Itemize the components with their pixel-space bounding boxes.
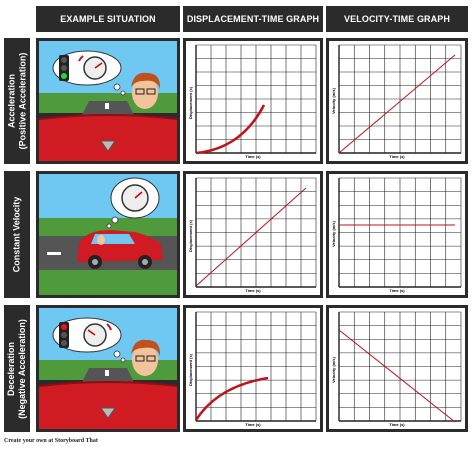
scene-constant-velocity	[39, 174, 177, 295]
y-axis-label: Velocity (m/s)	[331, 87, 336, 113]
row-label-constant-title: Constant Velocity	[11, 196, 22, 273]
row-label-deceleration: Deceleration (Negative Acceleration)	[4, 305, 30, 432]
row-label-acceleration: Acceleration (Positive Acceleration)	[4, 38, 30, 164]
x-axis-label: Time (s)	[245, 288, 261, 293]
grid	[195, 311, 317, 422]
y-axis-label: Velocity (m/s)	[331, 356, 336, 382]
header-velocity-time: VELOCITY-TIME GRAPH	[326, 6, 468, 32]
grid	[338, 44, 462, 154]
displacement-curve	[194, 376, 269, 421]
x-axis-label: Time (s)	[389, 288, 405, 293]
header-example-situation: EXAMPLE SITUATION	[36, 6, 180, 32]
graph-velocity-constant: Velocity (m/s) Time (s)	[329, 174, 465, 295]
row-label-deceleration-sub: (Negative Acceleration)	[17, 318, 28, 419]
graph-displacement-acceleration: Displacement (s) Time (s)	[186, 41, 320, 161]
graph-displacement-deceleration: Displacement (s) Time (s)	[186, 308, 320, 429]
displacement-line	[195, 187, 307, 287]
row-label-acceleration-title: Acceleration	[6, 73, 17, 129]
velocity-line	[338, 329, 456, 423]
scene-acceleration	[39, 41, 177, 161]
grid	[338, 311, 462, 422]
y-axis-label: Displacement (s)	[188, 353, 193, 386]
y-axis-label: Displacement (s)	[188, 86, 193, 119]
grid	[195, 44, 317, 154]
x-axis-label: Time (s)	[245, 154, 261, 159]
velocity-line	[338, 54, 456, 154]
graph-displacement-constant: Displacement (s) Time (s)	[186, 174, 320, 295]
graph-velocity-deceleration: Velocity (m/s) Time (s)	[329, 308, 465, 429]
header-displacement-time: DISPLACEMENT-TIME GRAPH	[183, 6, 323, 32]
grid	[195, 177, 317, 288]
x-axis-label: Time (s)	[389, 422, 405, 427]
footer-credit: Create your own at Storyboard That	[4, 438, 98, 444]
graph-velocity-acceleration: Velocity (m/s) Time (s)	[329, 41, 465, 161]
row-label-constant-velocity: Constant Velocity	[4, 171, 30, 298]
scene-deceleration	[39, 308, 177, 429]
displacement-curve	[195, 104, 266, 155]
row-label-acceleration-sub: (Positive Acceleration)	[17, 52, 28, 150]
x-axis-label: Time (s)	[389, 154, 405, 159]
y-axis-label: Displacement (s)	[188, 219, 193, 252]
x-axis-label: Time (s)	[245, 422, 261, 427]
row-label-deceleration-title: Deceleration	[6, 341, 17, 396]
grid	[338, 177, 462, 288]
y-axis-label: Velocity (m/s)	[331, 220, 336, 246]
